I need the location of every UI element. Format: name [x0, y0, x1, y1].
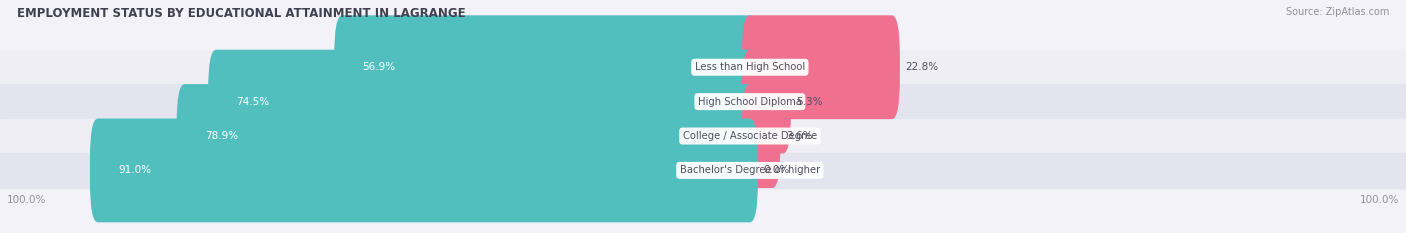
Text: 91.0%: 91.0%: [118, 165, 150, 175]
Text: 100.0%: 100.0%: [1360, 195, 1399, 205]
Text: Less than High School: Less than High School: [695, 62, 806, 72]
Text: 56.9%: 56.9%: [363, 62, 395, 72]
FancyBboxPatch shape: [742, 15, 900, 119]
Text: 100.0%: 100.0%: [7, 195, 46, 205]
Text: 0.0%: 0.0%: [763, 165, 790, 175]
Text: High School Diploma: High School Diploma: [697, 97, 801, 107]
Text: 74.5%: 74.5%: [236, 97, 270, 107]
Text: Source: ZipAtlas.com: Source: ZipAtlas.com: [1285, 7, 1389, 17]
Bar: [0, 50, 1406, 84]
FancyBboxPatch shape: [90, 119, 758, 222]
Text: Bachelor's Degree or higher: Bachelor's Degree or higher: [679, 165, 820, 175]
FancyBboxPatch shape: [208, 50, 758, 154]
Bar: [0, 119, 1406, 153]
Text: 3.6%: 3.6%: [786, 131, 813, 141]
Bar: [0, 84, 1406, 119]
Text: 5.3%: 5.3%: [796, 97, 823, 107]
Text: College / Associate Degree: College / Associate Degree: [683, 131, 817, 141]
Text: 22.8%: 22.8%: [905, 62, 938, 72]
Text: 78.9%: 78.9%: [205, 131, 238, 141]
Bar: [0, 153, 1406, 188]
FancyBboxPatch shape: [742, 50, 792, 154]
FancyBboxPatch shape: [177, 84, 758, 188]
FancyBboxPatch shape: [335, 15, 758, 119]
FancyBboxPatch shape: [742, 84, 780, 188]
Text: EMPLOYMENT STATUS BY EDUCATIONAL ATTAINMENT IN LAGRANGE: EMPLOYMENT STATUS BY EDUCATIONAL ATTAINM…: [17, 7, 465, 20]
